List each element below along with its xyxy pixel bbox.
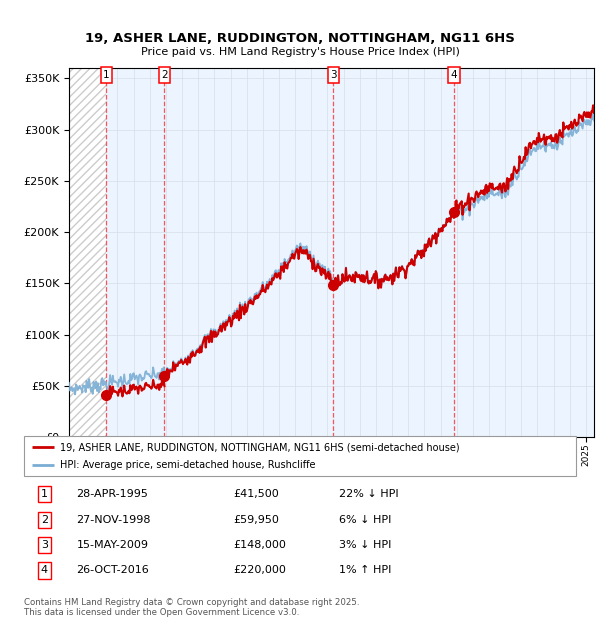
Text: 3% ↓ HPI: 3% ↓ HPI — [338, 540, 391, 550]
Text: 1: 1 — [103, 70, 110, 80]
Text: 27-NOV-1998: 27-NOV-1998 — [76, 515, 151, 525]
Text: 4: 4 — [451, 70, 457, 80]
Text: £41,500: £41,500 — [234, 489, 280, 499]
Bar — [164, 68, 334, 437]
Text: 22% ↓ HPI: 22% ↓ HPI — [338, 489, 398, 499]
Text: 19, ASHER LANE, RUDDINGTON, NOTTINGHAM, NG11 6HS (semi-detached house): 19, ASHER LANE, RUDDINGTON, NOTTINGHAM, … — [60, 442, 460, 452]
Text: 26-OCT-2016: 26-OCT-2016 — [76, 565, 149, 575]
Text: HPI: Average price, semi-detached house, Rushcliffe: HPI: Average price, semi-detached house,… — [60, 460, 316, 470]
Text: £148,000: £148,000 — [234, 540, 287, 550]
Bar — [69, 68, 106, 437]
Text: 2: 2 — [161, 70, 168, 80]
Text: 1: 1 — [41, 489, 48, 499]
Text: 28-APR-1995: 28-APR-1995 — [76, 489, 148, 499]
Text: 15-MAY-2009: 15-MAY-2009 — [76, 540, 148, 550]
Text: 3: 3 — [330, 70, 337, 80]
Text: Price paid vs. HM Land Registry's House Price Index (HPI): Price paid vs. HM Land Registry's House … — [140, 47, 460, 57]
Text: 6% ↓ HPI: 6% ↓ HPI — [338, 515, 391, 525]
Text: 3: 3 — [41, 540, 48, 550]
Text: £220,000: £220,000 — [234, 565, 287, 575]
Text: £59,950: £59,950 — [234, 515, 280, 525]
Text: 4: 4 — [41, 565, 48, 575]
Text: 2: 2 — [41, 515, 48, 525]
FancyBboxPatch shape — [24, 436, 576, 476]
Text: 19, ASHER LANE, RUDDINGTON, NOTTINGHAM, NG11 6HS: 19, ASHER LANE, RUDDINGTON, NOTTINGHAM, … — [85, 32, 515, 45]
Text: 1% ↑ HPI: 1% ↑ HPI — [338, 565, 391, 575]
Text: Contains HM Land Registry data © Crown copyright and database right 2025.
This d: Contains HM Land Registry data © Crown c… — [24, 598, 359, 617]
Bar — [334, 68, 454, 437]
Bar — [106, 68, 164, 437]
Bar — [454, 68, 594, 437]
